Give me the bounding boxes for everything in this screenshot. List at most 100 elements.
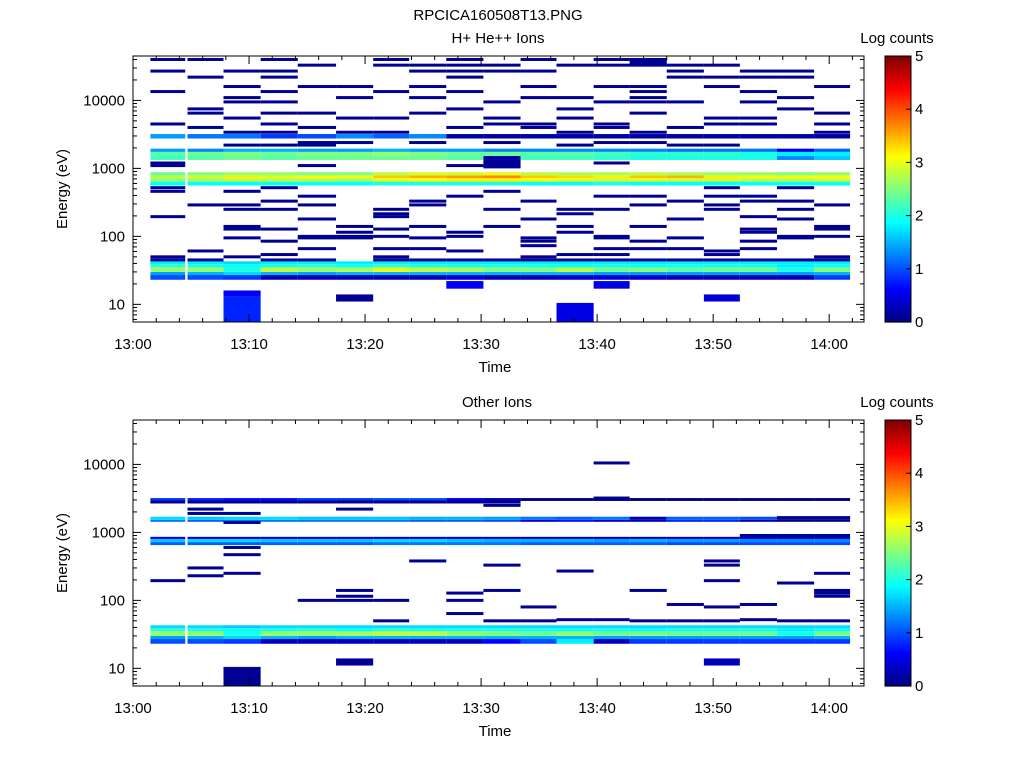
- spectrogram-cell: [776, 538, 815, 543]
- spectrogram-cell: [187, 507, 224, 511]
- spectrogram-cell: [556, 519, 594, 522]
- spectrogram-cell: [666, 199, 704, 203]
- spectrogram-cell: [593, 57, 630, 61]
- spectrogram-cell: [814, 156, 851, 160]
- spectrogram-cell: [739, 639, 777, 644]
- spectrogram-cell: [629, 635, 667, 640]
- spectrogram-cell: [409, 63, 447, 67]
- spectrogram-cell: [409, 536, 447, 539]
- spectrogram-cell: [409, 151, 447, 157]
- spectrogram-cell: [223, 666, 261, 686]
- spectrogram-cell: [446, 631, 484, 636]
- spectrogram-cell: [776, 107, 815, 111]
- spectrogram-cell: [520, 258, 557, 262]
- spectrogram-cell: [373, 175, 410, 179]
- spectrogram-cell: [739, 625, 777, 629]
- spectrogram-cell: [446, 148, 484, 152]
- colorbar-segment: [885, 563, 911, 567]
- spectrogram-cell: [814, 275, 851, 280]
- colorbar-segment: [885, 433, 911, 437]
- spectrogram-cell: [593, 151, 630, 157]
- spectrogram-cell: [187, 151, 224, 157]
- spectrogram-cell: [297, 639, 337, 644]
- spectrogram-cell: [260, 625, 298, 629]
- spectrogram-cell: [814, 591, 851, 595]
- colorbar-segment: [885, 454, 911, 458]
- spectrogram-cell: [150, 258, 186, 262]
- colorbar-segment: [885, 430, 911, 434]
- colorbar-segment: [885, 422, 911, 426]
- colorbar-segment: [885, 427, 911, 432]
- spectrogram-cell: [446, 542, 484, 546]
- colorbar-segment: [885, 279, 911, 283]
- colorbar-segment: [885, 592, 911, 597]
- spectrogram-cell: [556, 569, 594, 573]
- spectrogram-cell: [446, 172, 484, 176]
- spectrogram-cell: [297, 134, 337, 139]
- spectrogram-cell: [520, 199, 557, 203]
- spectrogram-cell: [629, 625, 667, 629]
- x-tick-label: 13:40: [578, 700, 616, 717]
- spectrogram-cell: [556, 63, 594, 67]
- spectrogram-cell: [373, 628, 410, 632]
- spectrogram-cell: [556, 542, 594, 546]
- spectrogram-cell: [150, 134, 186, 139]
- spectrogram-cell: [187, 516, 224, 520]
- spectrogram-cell: [776, 519, 815, 522]
- spectrogram-cell: [446, 519, 484, 522]
- colorbar-segment: [885, 675, 911, 679]
- spectrogram-cell: [373, 212, 410, 216]
- colorbar-segment: [885, 595, 911, 599]
- spectrogram-cell: [593, 516, 630, 520]
- axis-ticks: 13:00 13:10 13:20 13:30 13:40 13:50 14:00 10 100…: [83, 56, 864, 353]
- spectrogram-cell: [483, 538, 521, 543]
- spectrogram-cell: [483, 181, 521, 186]
- colorbar-tick-label: 3: [915, 518, 923, 535]
- spectrogram-cell: [297, 175, 337, 179]
- spectrogram-cell: [373, 116, 410, 120]
- spectrogram-cell: [666, 261, 704, 265]
- colorbar-segment: [885, 481, 911, 485]
- spectrogram-cell: [409, 203, 447, 207]
- colorbar-segment: [885, 568, 911, 573]
- spectrogram-cell: [739, 175, 777, 179]
- spectrogram-cell: [336, 658, 374, 666]
- spectrogram-cell: [409, 141, 447, 145]
- spectrogram-cell: [373, 275, 410, 280]
- spectrogram-cell: [446, 598, 484, 602]
- spectrogram-cell: [814, 258, 851, 262]
- colorbar-frame: [884, 419, 912, 687]
- spectrogram-cell: [446, 151, 484, 157]
- colorbar-segment: [885, 513, 911, 517]
- spectrogram-cell: [336, 519, 374, 522]
- spectrogram-cell: [446, 63, 484, 67]
- colorbar-segment: [885, 505, 911, 509]
- spectrogram-cell: [260, 57, 298, 61]
- colorbar-segment: [885, 173, 911, 177]
- spectrogram-cell: [814, 536, 851, 539]
- spectrogram-cell: [739, 215, 777, 219]
- spectrogram-cell: [520, 134, 557, 139]
- spectrogram-cell: [373, 635, 410, 640]
- spectrogram-cell: [187, 500, 224, 504]
- colorbar-segment: [885, 231, 911, 235]
- spectrogram-cell: [739, 230, 777, 234]
- spectrogram-cell: [814, 516, 851, 520]
- spectrogram-cell: [520, 96, 557, 100]
- colorbar-tick-label: 1: [915, 261, 923, 278]
- spectrogram-cell: [556, 175, 594, 179]
- colorbar-segment: [885, 534, 911, 538]
- colorbar-segment: [885, 638, 911, 642]
- colorbar-segment: [885, 670, 911, 674]
- colorbar-segment: [885, 558, 911, 562]
- spectrogram-cell: [446, 194, 484, 198]
- spectrogram-cell: [703, 261, 740, 265]
- colorbar-segment: [885, 181, 911, 185]
- spectrogram-cell: [336, 271, 374, 276]
- spectrogram-cell: [593, 639, 630, 644]
- spectrogram-cell: [260, 275, 298, 280]
- panel-other-ions: Other Ions 13:00 13:10 13:20 13:30 13:40 13:5…: [54, 394, 934, 740]
- spectrogram-cell: [556, 631, 594, 636]
- colorbar-segment: [885, 531, 911, 535]
- spectrogram-cell: [629, 203, 667, 207]
